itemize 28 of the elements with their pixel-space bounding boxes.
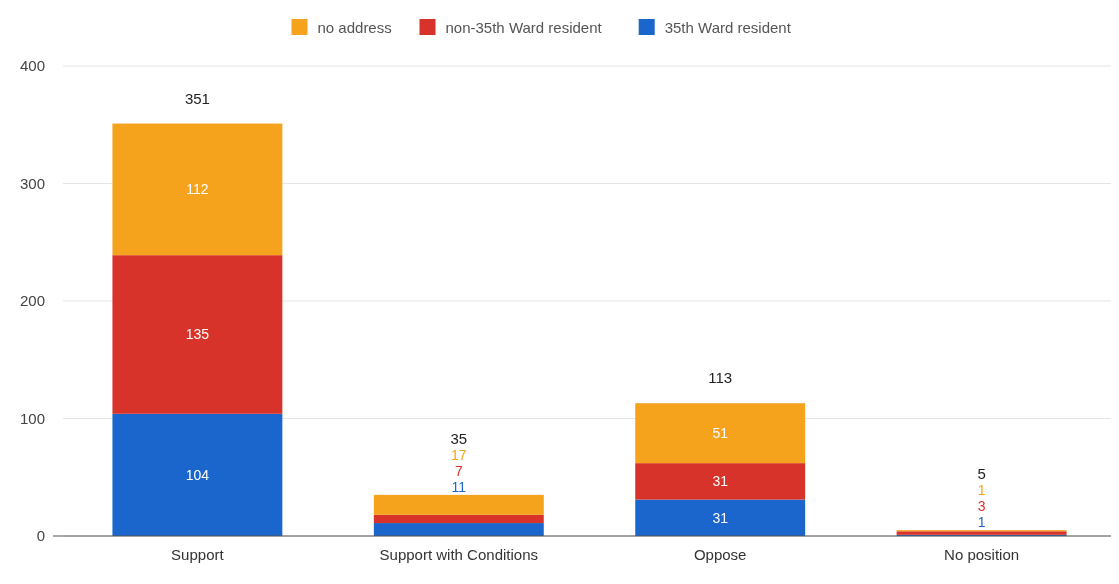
data-label: 31 (712, 509, 729, 526)
y-tick-label: 100 (19, 409, 45, 427)
data-label: 1 (977, 482, 986, 499)
data-label: 51 (712, 425, 729, 442)
x-tick-label: Oppose (693, 546, 747, 563)
y-tick-label: 0 (36, 527, 45, 544)
data-label: 1 (977, 514, 986, 531)
x-tick-label: Support (171, 546, 225, 563)
data-label: 104 (185, 466, 210, 483)
x-tick-label: Support with Conditions (379, 546, 539, 563)
data-label: 11 (451, 478, 467, 495)
data-label: 7 (454, 462, 463, 479)
data-label: 135 (185, 326, 210, 343)
data-label: 3 (977, 498, 986, 515)
legend-label: non-35th Ward resident (445, 19, 603, 36)
total-label: 5 (977, 465, 986, 483)
y-tick-label: 400 (19, 57, 45, 74)
x-tick-label: No position (944, 546, 1020, 563)
total-label: 113 (708, 369, 733, 387)
total-label: 35 (450, 429, 468, 447)
data-label: 17 (451, 446, 467, 463)
data-label: 31 (712, 473, 729, 490)
legend-label: 35th Ward resident (664, 19, 792, 36)
y-tick-label: 300 (19, 174, 45, 192)
y-tick-label: 200 (19, 292, 45, 309)
legend-label: no address (317, 19, 392, 36)
total-label: 351 (184, 89, 210, 107)
data-label: 112 (186, 181, 209, 198)
